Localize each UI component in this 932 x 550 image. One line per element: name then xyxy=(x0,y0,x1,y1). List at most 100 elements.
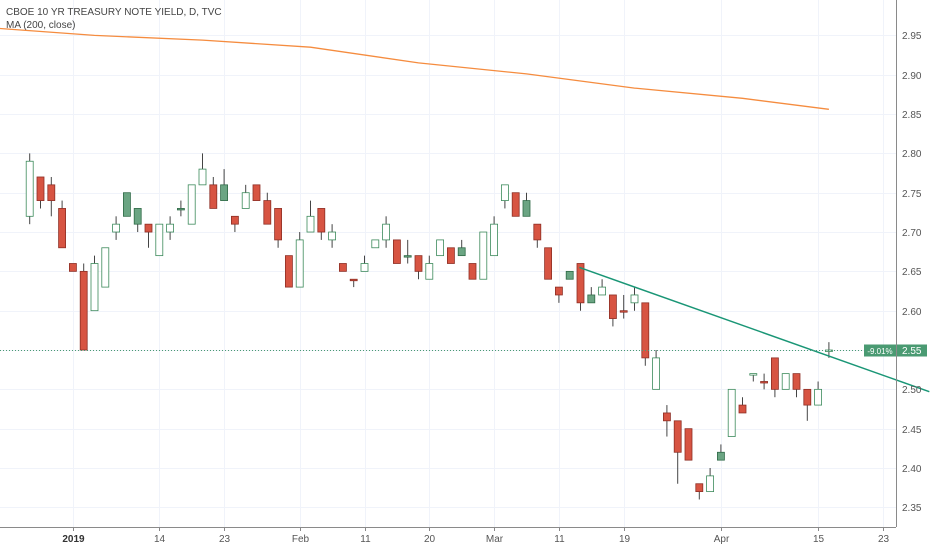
x-tick-label: 2019 xyxy=(62,534,85,545)
candle-body xyxy=(414,255,423,272)
candle-body xyxy=(652,357,660,390)
candle-body xyxy=(641,302,650,359)
candle-body xyxy=(382,223,391,241)
candle-body xyxy=(565,270,574,280)
candle-body xyxy=(425,263,434,280)
candle-body xyxy=(133,208,142,225)
x-tick-label: 19 xyxy=(619,534,631,545)
candle-body xyxy=(727,388,736,437)
candle-body xyxy=(706,475,714,493)
candle-body xyxy=(392,239,401,264)
candle-body xyxy=(230,215,239,225)
trend-line xyxy=(579,266,930,393)
candle-body xyxy=(112,223,120,233)
candle-body xyxy=(803,388,812,406)
candle-body xyxy=(241,192,250,209)
trend-layer xyxy=(0,266,930,393)
y-tick-label: 2.50 xyxy=(902,385,922,396)
candle-body xyxy=(771,357,779,390)
x-tick-label: 23 xyxy=(878,534,890,545)
candle-body xyxy=(58,208,66,249)
candle-body xyxy=(166,223,175,233)
y-tick-label: 2.80 xyxy=(902,149,922,160)
candle-body xyxy=(522,200,531,217)
candle-body xyxy=(695,483,704,493)
ma-200-line xyxy=(0,27,829,110)
candle-body xyxy=(25,160,34,217)
change-badge xyxy=(864,344,896,357)
y-tick-label: 2.35 xyxy=(902,503,922,514)
candle-body xyxy=(284,255,293,288)
candle-body xyxy=(47,184,56,201)
candle-body xyxy=(263,200,272,225)
candle-body xyxy=(598,286,606,296)
candle-body xyxy=(144,223,153,233)
candle-body xyxy=(446,247,455,264)
x-tick-label: 14 xyxy=(154,534,166,545)
last-price-label: 2.55 xyxy=(902,346,922,357)
candle-body xyxy=(198,168,207,186)
chart-legend: CBOE 10 YR TREASURY NOTE YIELD, D, TVC M… xyxy=(6,6,222,32)
candle-body xyxy=(555,286,563,296)
candle-body xyxy=(155,223,164,257)
candle-body xyxy=(814,388,822,406)
candle-body xyxy=(176,208,185,211)
change-label: -9.01% xyxy=(867,347,892,356)
y-tick-label: 2.40 xyxy=(902,464,922,475)
candle-body xyxy=(317,208,326,233)
last-price-badge xyxy=(897,344,927,357)
y-tick-label: 2.60 xyxy=(902,307,922,318)
candle-body xyxy=(587,294,596,304)
x-tick-label: 11 xyxy=(360,534,371,545)
x-tick-label: 11 xyxy=(554,534,565,545)
candle-body xyxy=(792,373,801,390)
chart-title: CBOE 10 YR TREASURY NOTE YIELD, D, TVC xyxy=(6,7,222,18)
candle-body xyxy=(663,412,671,422)
candle-body xyxy=(220,184,229,201)
candle-body xyxy=(295,239,304,288)
y-tick-label: 2.65 xyxy=(902,267,922,278)
candle-body xyxy=(457,247,466,257)
y-tick-label: 2.70 xyxy=(902,228,922,239)
candle-body xyxy=(306,215,315,233)
candle-body xyxy=(511,192,520,217)
candle-body xyxy=(717,451,725,461)
candle-body xyxy=(500,184,509,201)
x-tick-label: Feb xyxy=(292,534,310,545)
candle-body xyxy=(338,263,347,272)
candle-body xyxy=(349,278,358,282)
y-tick-label: 2.95 xyxy=(902,31,922,42)
y-tick-label: 2.45 xyxy=(902,425,922,436)
candle-body xyxy=(36,176,45,201)
candle-body xyxy=(781,373,790,390)
candle-body xyxy=(360,263,369,272)
candle-body xyxy=(101,247,110,288)
candle-body xyxy=(609,294,617,319)
candle-body xyxy=(630,294,639,304)
candle-body xyxy=(436,239,445,257)
candle-body xyxy=(274,208,283,241)
candle-body xyxy=(252,184,261,201)
candle-body xyxy=(90,263,99,312)
candle-body xyxy=(371,239,380,249)
indicator-label: MA (200, close) xyxy=(6,20,76,31)
candle-body xyxy=(576,263,585,304)
x-tick-label: Apr xyxy=(714,534,730,545)
candle-body xyxy=(479,231,488,280)
candle-body xyxy=(673,420,682,453)
candle-body xyxy=(533,223,542,241)
candle-body xyxy=(760,381,768,384)
candles-layer xyxy=(25,153,833,500)
candle-body xyxy=(544,247,552,280)
candle-body xyxy=(328,231,337,241)
ma-layer xyxy=(0,27,829,110)
candle-body xyxy=(749,373,758,376)
candle-body xyxy=(209,184,218,209)
candle-body xyxy=(684,428,693,461)
y-tick-label: 2.75 xyxy=(902,189,922,200)
x-tick-label: Mar xyxy=(486,534,504,545)
candle-body xyxy=(79,270,88,351)
candle-body xyxy=(403,255,412,258)
candle-body xyxy=(619,310,628,313)
